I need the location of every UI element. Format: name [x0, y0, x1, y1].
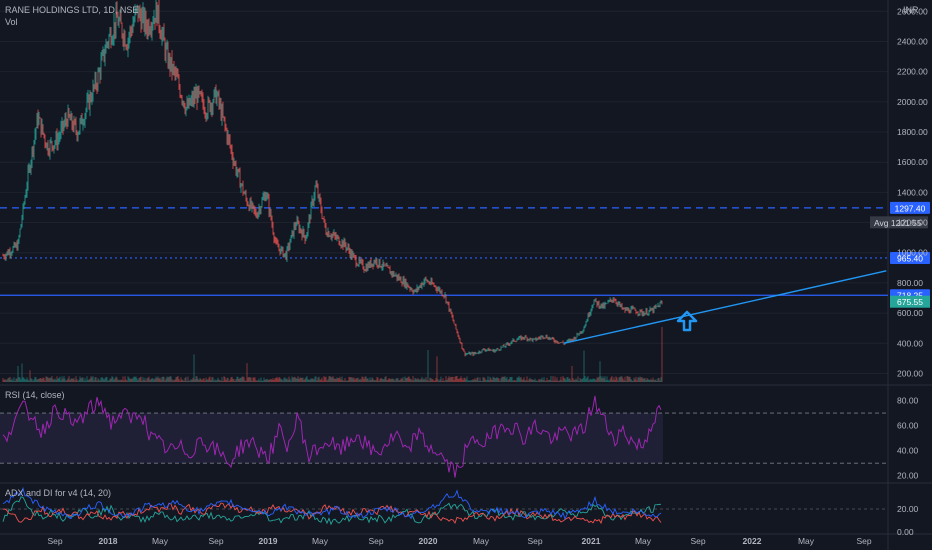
price-tick-label: 2200.00 [897, 67, 928, 77]
price-tick-label: 800.00 [897, 278, 923, 288]
rsi-tick-label: 20.00 [897, 471, 919, 481]
volume-bars [2, 327, 663, 382]
symbol-title: RANE HOLDINGS LTD, 1D, NSE [5, 5, 138, 15]
trendline-segment [563, 270, 887, 344]
rsi-line [2, 395, 662, 478]
rsi-label: RSI (14, close) [5, 390, 65, 400]
time-tick-label: 2021 [582, 536, 601, 546]
time-tick-label: May [473, 536, 490, 546]
time-tick-label: May [312, 536, 329, 546]
rsi-tick-label: 80.00 [897, 396, 919, 406]
avg-label: Avg 1201.55 [874, 218, 922, 228]
rsi-tick-label: 60.00 [897, 421, 919, 431]
time-tick-label: Sep [368, 536, 383, 546]
trendline[interactable] [563, 270, 887, 344]
price-candles [2, 0, 663, 357]
rsi-tick-label: 40.00 [897, 446, 919, 456]
adx-line [2, 486, 662, 521]
price-tick-label: 1200.00 [897, 218, 928, 228]
price-tick-label: 2400.00 [897, 36, 928, 46]
time-tick-label: May [798, 536, 815, 546]
level-price-label: 965.40 [897, 253, 923, 263]
adx-tick-label: 0.00 [897, 527, 914, 537]
last-price-label: 675.55 [897, 297, 923, 307]
price-tick-label: 600.00 [897, 308, 923, 318]
time-tick-label: May [635, 536, 652, 546]
time-tick-label: 2020 [419, 536, 438, 546]
adx-line [2, 496, 662, 526]
up-arrow-icon[interactable] [676, 310, 698, 332]
price-tick-label: 1000.00 [897, 248, 928, 258]
time-tick-label: Sep [208, 536, 223, 546]
level-price-label: 1297.40 [895, 203, 926, 213]
up-arrow-shape [676, 310, 698, 332]
price-tick-label: 1800.00 [897, 127, 928, 137]
price-tick-label: 2600.00 [897, 6, 928, 16]
time-tick-label: Sep [47, 536, 62, 546]
currency-label: INR [903, 5, 919, 15]
adx-label: ADX and DI for v4 (14, 20) [5, 488, 111, 498]
price-tick-label: 2000.00 [897, 97, 928, 107]
time-tick-label: Sep [690, 536, 705, 546]
last-price-tag [890, 295, 930, 308]
price-tick-label: 200.00 [897, 368, 923, 378]
price-axis[interactable]: 2600.00 2400.00 2200.00 2000.00 1800.00 1600.… [897, 6, 928, 378]
rsi-pane: 80.00 60.00 40.00 20.00 [0, 396, 919, 481]
avg-tag [870, 216, 928, 229]
time-tick-label: 2019 [259, 536, 278, 546]
volume-label: Vol [5, 17, 18, 27]
adx-pane: 20.00 0.00 [0, 486, 919, 537]
price-tick-label: 1600.00 [897, 157, 928, 167]
time-tick-label: 2018 [99, 536, 118, 546]
time-tick-label: Sep [856, 536, 871, 546]
level-price-tag [890, 201, 930, 214]
level-price-tag [890, 251, 930, 264]
adx-tick-label: 20.00 [897, 504, 919, 514]
price-tick-label: 400.00 [897, 338, 923, 348]
time-axis[interactable]: Sep 2018 May Sep 2019 May Sep 2020 May Sep 2021 May… [47, 536, 871, 546]
price-tick-label: 1400.00 [897, 187, 928, 197]
time-tick-label: May [152, 536, 169, 546]
rsi-band-fill [0, 413, 663, 464]
time-tick-label: Sep [527, 536, 542, 546]
time-tick-label: 2022 [743, 536, 762, 546]
adx-line [2, 502, 662, 525]
